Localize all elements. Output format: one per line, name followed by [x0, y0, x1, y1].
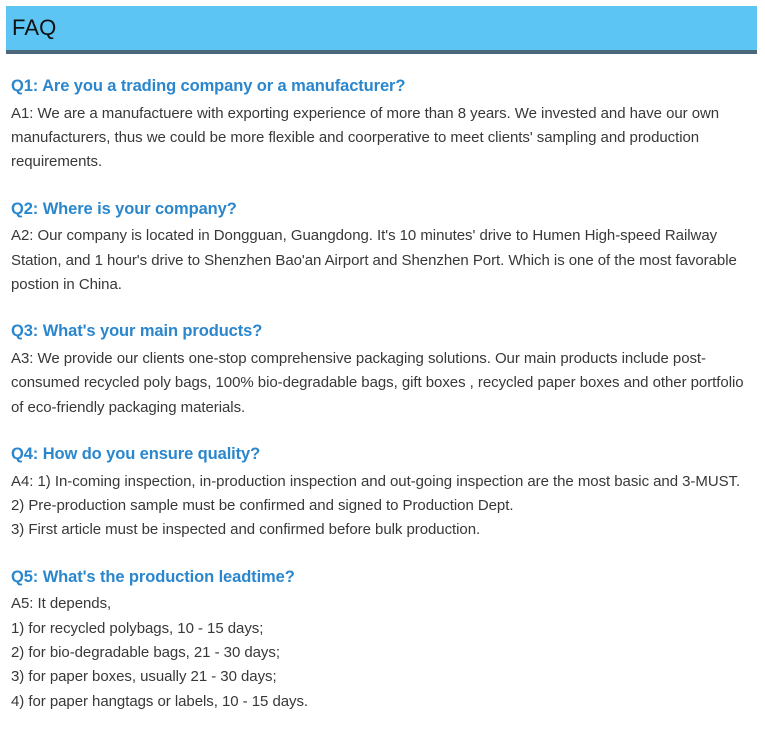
faq-answer-line: 1) for recycled polybags, 10 - 15 days; — [11, 619, 264, 637]
faq-item-q4: Q4: How do you ensure quality? A4: 1) In… — [11, 443, 751, 543]
faq-question-q2: Q2: Where is your company? — [11, 199, 237, 218]
faq-list: Q1: Are you a trading company or a manuf… — [0, 75, 765, 714]
faq-answer-line: A1: We are a manufactuere with exporting… — [11, 104, 720, 171]
faq-answer-line: A3: We provide our clients one-stop comp… — [11, 350, 744, 416]
faq-header-title: FAQ — [12, 15, 57, 40]
faq-page: FAQ Q1: Are you a trading company or a m… — [0, 6, 765, 754]
faq-answer-line: A4: 1) In-coming inspection, in-producti… — [11, 472, 741, 490]
faq-question-q3: Q3: What's your main products? — [11, 322, 263, 341]
faq-answer-line: 2) Pre-production sample must be confirm… — [11, 497, 514, 515]
faq-item-q1: Q1: Are you a trading company or a manuf… — [11, 75, 751, 175]
faq-answer-line: 2) for bio-degradable bags, 21 - 30 days… — [11, 643, 280, 661]
faq-header-bar: FAQ — [6, 6, 757, 54]
faq-question-q4: Q4: How do you ensure quality? — [11, 444, 261, 463]
faq-item-q5: Q5: What's the production leadtime? A5: … — [11, 566, 751, 714]
faq-item-q3: Q3: What's your main products? A3: We pr… — [11, 320, 751, 420]
faq-answer-q5: A5: It depends, 1) for recycled polybags… — [11, 592, 751, 713]
faq-answer-q1: A1: We are a manufactuere with exporting… — [11, 102, 751, 175]
faq-answer-line: A5: It depends, — [11, 595, 112, 613]
faq-answer-q4: A4: 1) In-coming inspection, in-producti… — [11, 470, 751, 543]
faq-question-q1: Q1: Are you a trading company or a manuf… — [11, 77, 406, 95]
faq-question-q5: Q5: What's the production leadtime? — [11, 567, 295, 586]
faq-answer-line: 4) for paper hangtags or labels, 10 - 15… — [11, 692, 309, 710]
faq-answer-line: A2: Our company is located in Dongguan, … — [11, 227, 737, 294]
faq-answer-line: 3) First article must be inspected and c… — [11, 521, 481, 539]
faq-answer-q2: A2: Our company is located in Dongguan, … — [11, 224, 751, 297]
faq-item-q2: Q2: Where is your company? A2: Our compa… — [11, 198, 751, 298]
faq-answer-q3: A3: We provide our clients one-stop comp… — [11, 347, 751, 420]
faq-answer-line: 3) for paper boxes, usually 21 - 30 days… — [11, 668, 277, 686]
